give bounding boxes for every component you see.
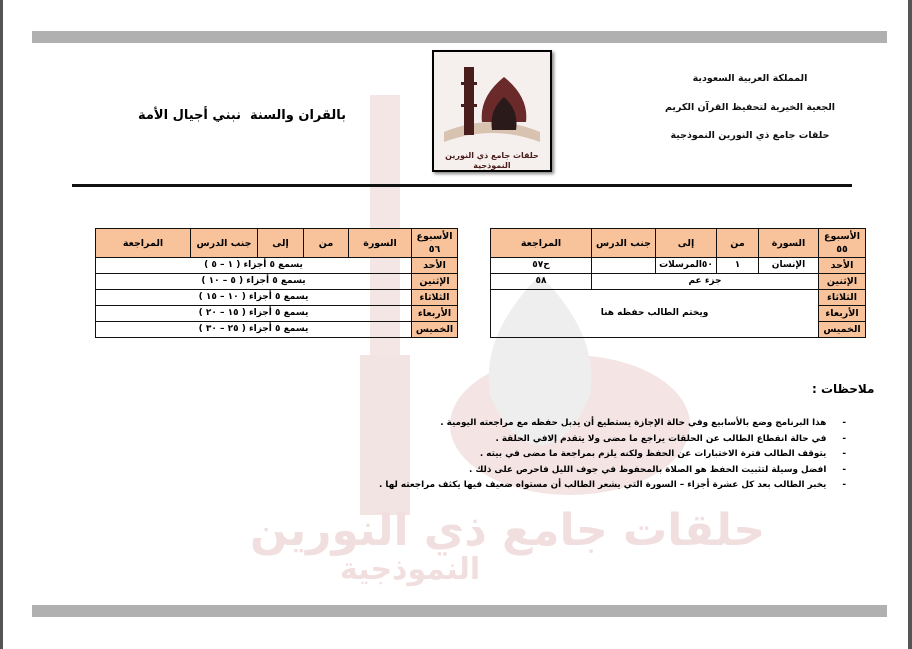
notes-title: ملاحظات : (812, 382, 875, 396)
table-row: الأربعاء (491, 305, 866, 322)
merged-cell: جزء عم (591, 273, 819, 290)
note-item: افضل وسيلة لتثبيت الحفظ هو الصلاة بالمحف… (379, 465, 846, 481)
day-cell: الأحد (411, 257, 458, 274)
day-cell: الخميس (818, 321, 866, 338)
slogan-part-1: بالقران والسنة (250, 108, 347, 123)
col-from: من (716, 228, 759, 258)
surah-cell: الإنسان (758, 257, 819, 274)
table-row: الأحد يسمع ٥ أجزاء ( ١ – ٥ ) (95, 257, 458, 274)
table-row: الخميس يسمع ٥ أجزاء ( ٢٥ – ٣٠ ) (95, 321, 458, 338)
col-review: المراجعة (490, 228, 592, 258)
week-header: الأسبوع ٥٦ (411, 228, 458, 258)
week-label: الأسبوع (824, 231, 860, 242)
recitation-cell: يسمع ٥ أجزاء ( ٢٥ – ٣٠ ) (95, 321, 412, 338)
day-cell: الثلاثاء (818, 289, 866, 306)
table-row: الخميس (491, 321, 866, 338)
table-row: الأربعاء يسمع ٥ أجزاء ( ١٥ – ٢٠ ) (95, 305, 458, 322)
page-edge-left (0, 0, 3, 649)
society-name: الجعية الخيرية لتحفيظ القرآن الكريم (664, 102, 836, 113)
lesson-cell (591, 257, 656, 274)
top-frame-bar (32, 31, 887, 43)
watermark-text-1: حلقات جامع ذي النورين (250, 505, 766, 556)
day-cell: الإثنين (818, 273, 866, 290)
week-label: الأسبوع (416, 231, 453, 242)
to-cell: ٥٠المرسلات (655, 257, 717, 274)
col-to: إلى (655, 228, 717, 258)
col-surah: السورة (348, 228, 412, 258)
table-row: الإثنين جزء عم ٥٨ (490, 273, 866, 290)
schedule-table-week-56: الأسبوع ٥٦ السورة من إلى جنب الدرس المراج… (95, 228, 458, 338)
schedule-table-week-55: الأسبوع ٥٥ السورة من إلى جنب الدرس المراج… (490, 228, 866, 338)
note-item: في حالة انقطاع الطالب عن الحلقات يراجع م… (379, 434, 846, 450)
week-number: ٥٦ (428, 244, 441, 255)
recitation-cell: يسمع ٥ أجزاء ( ١ – ٥ ) (95, 257, 412, 274)
completion-note: ويختم الطالب حفظه هنا (490, 289, 819, 338)
col-lesson: جنب الدرس (591, 228, 656, 258)
col-lesson: جنب الدرس (190, 228, 258, 258)
page-edge-right (908, 0, 912, 649)
col-to: إلى (257, 228, 304, 258)
week-header: الأسبوع ٥٥ (818, 228, 866, 258)
table-row: الثلاثاء ويختم الطالب حفظه هنا (490, 289, 866, 338)
bottom-frame-bar (32, 605, 887, 617)
day-cell: الإثنين (411, 273, 458, 290)
recitation-cell: يسمع ٥ أجزاء ( ٥ – ١٠ ) (95, 273, 412, 290)
day-cell: الأربعاء (818, 305, 866, 322)
day-cell: الخميس (411, 321, 458, 338)
table-row: الأحد الإنسان ١ ٥٠المرسلات ح٥٧ (490, 257, 866, 274)
day-cell: الأحد (818, 257, 866, 274)
logo: حلقات جامع ذي النورين النموذجية (432, 50, 552, 172)
circles-name: حلقات جامع ذي النورين النموذجية (670, 130, 830, 141)
recitation-cell: يسمع ٥ أجزاء ( ١٥ – ٢٠ ) (95, 305, 412, 322)
day-cell: الأربعاء (411, 305, 458, 322)
col-surah: السورة (758, 228, 819, 258)
notes-list: هذا البرنامج وضع بالأسابيع وفي حالة الإج… (379, 418, 846, 496)
week-number: ٥٥ (836, 244, 848, 255)
review-cell: ح٥٧ (490, 257, 592, 274)
logo-text: حلقات جامع ذي النورين النموذجية (445, 151, 539, 170)
header-divider (72, 184, 852, 187)
col-from: من (303, 228, 349, 258)
table-row: الثلاثاء يسمع ٥ أجزاء ( ١٠ – ١٥ ) (95, 289, 458, 306)
col-review: المراجعة (95, 228, 191, 258)
note-item: يتوقف الطالب فترة الاختبارات عن الحفظ ول… (379, 449, 846, 465)
note-item: هذا البرنامج وضع بالأسابيع وفي حالة الإج… (379, 418, 846, 434)
recitation-cell: يسمع ٥ أجزاء ( ١٠ – ١٥ ) (95, 289, 412, 306)
note-item: يخبر الطالب بعد كل عشرة أجزاء – السورة ا… (379, 480, 846, 496)
slogan-part-2: نبني أجيال الأمة (138, 108, 242, 123)
review-cell: ٥٨ (490, 273, 592, 290)
day-cell: الثلاثاء (411, 289, 458, 306)
country-name: المملكة العربية السعودية (692, 73, 808, 84)
watermark-text-2: النموذجية (340, 552, 481, 587)
table-row: الإثنين يسمع ٥ أجزاء ( ٥ – ١٠ ) (95, 273, 458, 290)
from-cell: ١ (716, 257, 759, 274)
minaret-book-logo-icon (444, 67, 540, 142)
